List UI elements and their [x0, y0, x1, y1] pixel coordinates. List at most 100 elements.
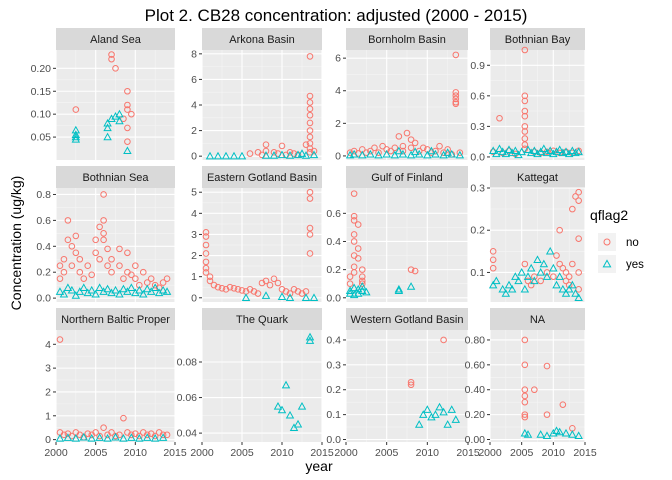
- point-no: [531, 273, 538, 280]
- point-no: [202, 241, 210, 249]
- point-no: [521, 413, 529, 421]
- point-yes: [142, 433, 152, 441]
- point-yes: [115, 116, 124, 125]
- y-tick-label: 1: [45, 410, 51, 422]
- point-yes: [514, 276, 523, 285]
- point-yes: [158, 433, 168, 441]
- point-no: [489, 256, 497, 264]
- x-tick-label: 2015: [163, 447, 187, 459]
- point-yes: [435, 402, 444, 411]
- point-no: [310, 147, 318, 155]
- strip-label-arkona-basin: Arkona Basin: [229, 34, 294, 46]
- point-no: [489, 248, 497, 255]
- point-no: [521, 141, 529, 149]
- point-yes: [127, 283, 136, 291]
- point-no: [521, 336, 529, 344]
- strip-label-the-quark: The Quark: [236, 314, 288, 326]
- point-yes: [443, 420, 452, 428]
- point-no: [128, 431, 135, 439]
- x-tick-label: 2005: [230, 447, 254, 459]
- y-tick-label: 6: [335, 53, 341, 65]
- point-yes: [495, 144, 504, 153]
- point-no: [218, 284, 226, 292]
- point-no: [306, 119, 314, 127]
- point-no: [202, 229, 210, 236]
- point-no: [108, 51, 115, 58]
- point-yes: [123, 146, 132, 155]
- point-no: [64, 217, 72, 224]
- point-no: [92, 236, 99, 244]
- point-no: [407, 266, 415, 273]
- strip-label-aland-sea: Aland Sea: [90, 34, 142, 46]
- point-yes: [517, 268, 526, 276]
- point-yes: [561, 289, 571, 297]
- legend-key-circle-icon: [603, 238, 611, 246]
- point-yes: [362, 287, 371, 296]
- point-no: [452, 95, 460, 103]
- y-tick-label: 0.2: [36, 267, 51, 279]
- strip-bornholm-basin: [346, 28, 468, 50]
- point-no: [350, 269, 358, 276]
- point-no: [521, 128, 529, 135]
- point-no: [136, 432, 143, 440]
- point-no: [575, 235, 582, 242]
- strip-aland-sea: [56, 28, 175, 50]
- y-tick-label: 0: [191, 151, 197, 163]
- point-no: [350, 190, 358, 197]
- point-yes: [79, 283, 89, 291]
- point-no: [440, 336, 447, 344]
- point-no: [306, 231, 314, 238]
- point-yes: [507, 284, 517, 293]
- point-yes: [414, 420, 424, 428]
- y-tick-label: 0.6: [36, 215, 51, 227]
- strip-kattegat: [490, 166, 585, 188]
- y-tick-label: 0.40: [465, 384, 486, 396]
- point-yes: [517, 147, 526, 156]
- point-no: [56, 262, 64, 270]
- point-yes: [542, 272, 552, 280]
- point-no: [411, 139, 419, 147]
- point-no: [559, 264, 567, 272]
- y-tick-label: 0.0: [36, 293, 51, 305]
- point-yes: [142, 284, 152, 293]
- point-yes: [87, 433, 96, 442]
- point-no: [60, 431, 68, 439]
- point-yes: [107, 114, 116, 122]
- point-no: [550, 273, 557, 280]
- point-yes: [530, 146, 539, 155]
- y-tick-label: 6: [191, 74, 197, 86]
- point-no: [116, 245, 123, 253]
- point-no: [562, 277, 570, 285]
- point-yes: [309, 293, 319, 301]
- point-no: [553, 252, 560, 259]
- y-tick-label: 0.6: [326, 208, 341, 220]
- point-yes: [63, 433, 73, 441]
- point-yes: [103, 132, 112, 141]
- y-tick-label: 0.04: [177, 428, 198, 440]
- point-yes: [358, 282, 367, 290]
- point-yes: [277, 405, 287, 414]
- panel-na: NA 0.00 0.20 0.40 0.60 0.80 2000 2005 2010 2015: [465, 308, 597, 459]
- legend-key-background: [598, 255, 616, 273]
- strip-label-na: NA: [530, 314, 546, 326]
- y-tick-label: 0.00: [465, 434, 486, 446]
- point-yes: [558, 284, 568, 293]
- point-no: [132, 275, 139, 282]
- point-yes: [511, 146, 520, 155]
- point-yes: [103, 284, 112, 293]
- point-yes: [162, 287, 172, 295]
- panel-kattegat: Kattegat 0.1 0.2 0.3: [470, 166, 586, 302]
- point-yes: [229, 151, 239, 160]
- y-tick-label: 0.0: [326, 434, 341, 446]
- point-yes: [526, 148, 536, 157]
- point-yes: [63, 283, 73, 291]
- point-no: [411, 267, 419, 275]
- point-yes: [439, 150, 448, 159]
- strip-label-bornholm-basin: Bornholm Basin: [368, 34, 446, 46]
- point-yes: [139, 289, 148, 298]
- point-no: [346, 273, 354, 280]
- point-no: [350, 231, 358, 238]
- point-no: [306, 188, 314, 196]
- point-yes: [574, 431, 583, 439]
- x-tick-label: 2015: [456, 447, 480, 459]
